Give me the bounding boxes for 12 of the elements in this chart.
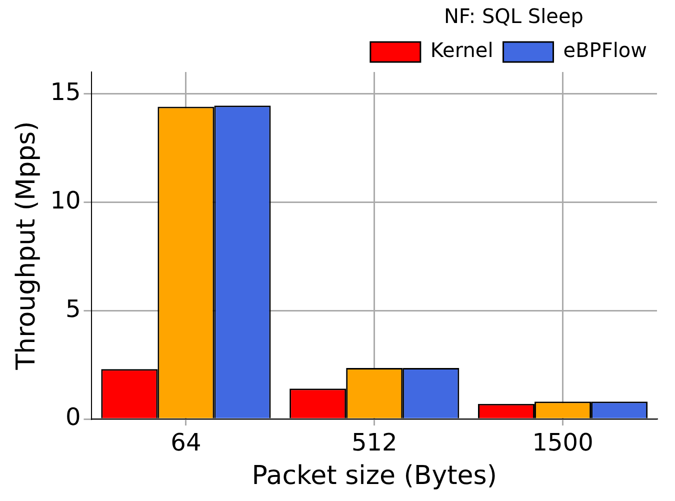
x-tick-label: 512 <box>351 428 398 457</box>
y-tick-label: 0 <box>65 403 81 432</box>
x-tick-label: 1500 <box>532 428 594 457</box>
legend-label: eBPFlow <box>563 38 648 62</box>
x-tick-label: 64 <box>170 428 202 457</box>
y-tick-label: 10 <box>50 186 81 214</box>
legend-title: NF: SQL Sleep <box>444 4 584 28</box>
y-tick-label: 5 <box>65 294 81 323</box>
y-axis-title: Throughput (Mpps) <box>11 121 42 371</box>
x-axis-title: Packet size (Bytes) <box>252 461 497 492</box>
legend-label: Kernel <box>430 38 494 62</box>
y-tick-label: 15 <box>50 78 81 106</box>
